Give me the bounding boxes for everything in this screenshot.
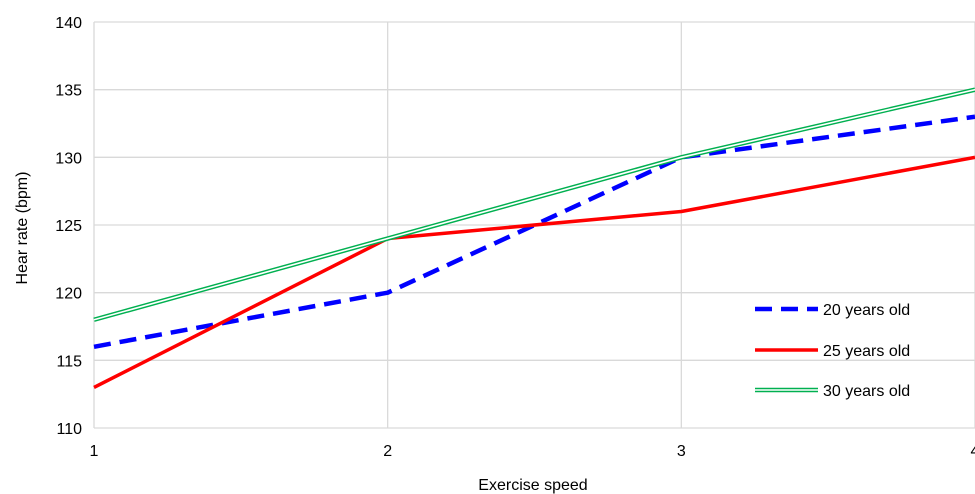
y-tick-label: 110 (56, 421, 82, 438)
series-lines (93, 87, 975, 389)
y-tick-label: 130 (55, 150, 82, 167)
y-tick-label: 120 (55, 286, 82, 303)
legend-label: 20 years old (823, 302, 910, 319)
y-tick-labels: 110 115 120 125 130 135 140 (55, 15, 82, 438)
legend: 20 years old 25 years old 30 years old (755, 302, 910, 400)
x-tick-label: 3 (677, 443, 686, 460)
x-axis-label: Exercise speed (478, 477, 587, 494)
x-tick-label: 4 (971, 443, 975, 460)
legend-label: 25 years old (823, 343, 910, 360)
series-line-25-years-old (93, 155, 975, 389)
y-tick-label: 140 (55, 15, 82, 32)
y-axis-label: Hear rate (bpm) (14, 172, 31, 285)
series-line-30-years-old (93, 87, 975, 322)
x-tick-label: 1 (90, 443, 99, 460)
gridlines (93, 21, 975, 429)
series-line-inner-30-years-old (93, 88, 975, 321)
legend-label: 30 years old (823, 383, 910, 400)
y-tick-label: 135 (55, 83, 82, 100)
series-line-20-years-old (93, 114, 975, 350)
x-tick-labels: 1 2 3 4 (90, 443, 975, 460)
y-tick-label: 115 (56, 353, 82, 370)
x-tick-label: 2 (383, 443, 392, 460)
y-tick-label: 125 (55, 218, 82, 235)
